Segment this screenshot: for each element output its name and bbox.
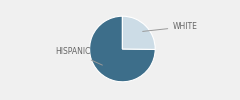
Wedge shape bbox=[122, 16, 155, 49]
Text: WHITE: WHITE bbox=[143, 22, 198, 31]
Wedge shape bbox=[90, 16, 155, 82]
Text: HISPANIC: HISPANIC bbox=[55, 47, 102, 65]
